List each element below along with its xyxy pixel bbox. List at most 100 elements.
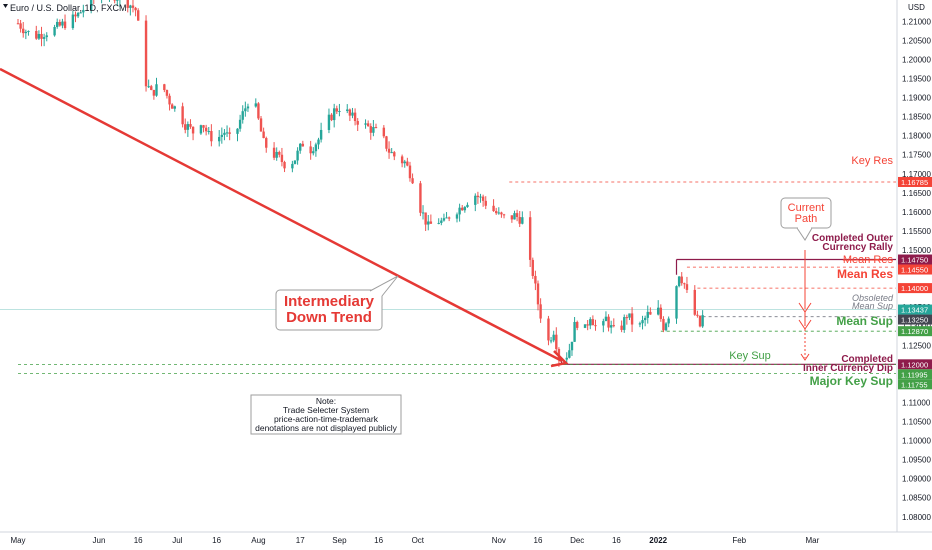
candle-body	[301, 143, 305, 147]
candle-body	[387, 148, 391, 153]
candle-body	[265, 138, 268, 148]
candle-body	[591, 319, 595, 326]
price-tick-label: 1.21000	[902, 17, 931, 26]
price-tag	[898, 254, 932, 265]
key-res-label: Key Res	[851, 155, 893, 167]
price-tag	[898, 326, 932, 337]
candle-body	[155, 84, 158, 96]
time-axis[interactable]: May Jun 16 Jul 16 Aug 17 Sep 16 Oct Nov 16 Dec 16 2022…	[10, 536, 819, 545]
candle-body	[565, 357, 568, 360]
candle-body	[372, 127, 375, 133]
candle-body	[677, 276, 681, 287]
price-tick-label: 1.15500	[902, 227, 931, 236]
candle-body	[657, 307, 660, 315]
price-tag-label: 1.14550	[901, 266, 928, 275]
price-tick-label: 1.19000	[902, 94, 931, 103]
candle-body	[348, 109, 352, 116]
candle-body	[573, 321, 576, 342]
candle-body	[400, 156, 404, 164]
candle-body	[625, 317, 629, 319]
current-path-label-2: Path	[795, 213, 818, 225]
candle-body	[317, 139, 320, 145]
candle-body	[421, 212, 425, 214]
price-tag-label: 1.12000	[901, 360, 928, 369]
candle-body	[484, 200, 487, 206]
candle-body	[534, 275, 537, 284]
candle-body	[390, 152, 393, 154]
price-tick-label: 1.17500	[902, 151, 931, 160]
candle-body	[445, 217, 448, 219]
candle-body	[643, 317, 647, 321]
currency-label: USD	[908, 3, 925, 12]
candle-body	[126, 0, 129, 8]
candle-body	[191, 126, 195, 134]
price-tag-label: 1.16785	[901, 178, 928, 187]
candle-body	[353, 112, 357, 122]
candle-body	[137, 10, 140, 21]
candle-body	[356, 121, 359, 125]
candle-body	[291, 163, 294, 169]
candle-body	[539, 304, 542, 319]
candle-body	[510, 215, 514, 220]
candle-body	[662, 318, 665, 331]
candle-body	[262, 131, 265, 139]
candle-body	[442, 218, 446, 221]
candle-body	[131, 5, 135, 8]
major-key-sup-label: Major Key Sup	[810, 374, 893, 388]
time-tick-label: Mar	[805, 536, 819, 545]
candle-body	[693, 289, 696, 315]
price-tick-label: 1.20500	[902, 36, 931, 45]
collapse-icon[interactable]	[3, 4, 8, 8]
candle-body	[16, 23, 20, 25]
candle-body	[314, 144, 318, 152]
candle-body	[40, 33, 43, 39]
candle-body	[312, 151, 315, 154]
price-tag-label: 1.12870	[901, 327, 928, 336]
candle-body	[202, 125, 205, 128]
candle-body	[374, 127, 378, 129]
note-line-3: price-action-time-trademark	[274, 414, 379, 424]
candle-body	[327, 114, 331, 130]
candle-body	[71, 14, 75, 29]
completed-outer-label-1: Completed Outer	[812, 233, 893, 244]
candle-body	[53, 26, 56, 36]
price-tag-label: 1.14750	[901, 256, 928, 265]
completed-inner-label-2: Inner Currency Dip	[803, 363, 893, 374]
price-tick-label: 1.09000	[902, 475, 931, 484]
note-box[interactable]: Note: Trade Selecter System price-action…	[250, 394, 402, 435]
candle-body	[76, 12, 80, 17]
current-path-pointer-mask	[798, 226, 811, 229]
candle-body	[184, 124, 187, 130]
mean-sup-label: Mean Sup	[836, 314, 893, 328]
candle-body	[369, 126, 372, 133]
candle-body	[338, 110, 341, 112]
candle-body	[576, 321, 579, 328]
current-path-callout[interactable]: Current Path	[780, 197, 832, 361]
price-tick-label: 1.09500	[902, 456, 931, 465]
candle-body	[238, 119, 242, 129]
price-tick-label: 1.18500	[902, 113, 931, 122]
candle-body	[244, 108, 247, 112]
candle-body	[555, 334, 558, 350]
time-tick-label: 16	[134, 536, 143, 545]
time-tick-label: Jun	[93, 536, 106, 545]
candle-body	[664, 323, 668, 331]
candle-body	[659, 307, 663, 319]
candle-body	[604, 316, 608, 322]
trend-label-1: Intermediary	[284, 293, 375, 310]
candle-body	[474, 195, 477, 205]
price-tag-label: 1.13250	[901, 316, 928, 325]
candle-body	[620, 325, 623, 330]
price-tag	[898, 304, 932, 315]
time-tick-label: Feb	[732, 536, 746, 545]
candle-body	[173, 106, 176, 109]
trend-line[interactable]	[0, 67, 563, 363]
trend-callout[interactable]: Intermediary Down Trend	[275, 275, 399, 331]
candle-body	[424, 212, 427, 225]
candle-body	[609, 325, 613, 328]
price-tick-label: 1.16500	[902, 189, 931, 198]
candle-body	[218, 136, 221, 142]
candle-body	[144, 20, 148, 87]
